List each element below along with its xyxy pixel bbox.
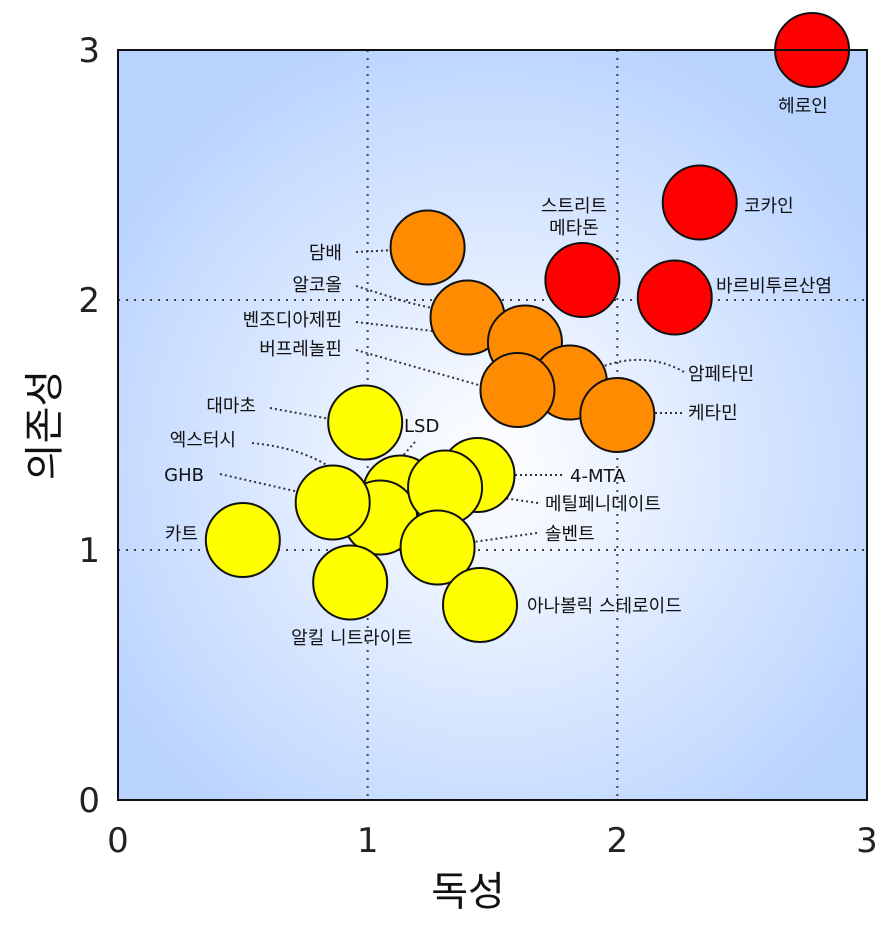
point-label: 암페타민 [688, 364, 754, 385]
plot-frame [117, 49, 868, 801]
leader-line [355, 321, 511, 341]
x-tick-label: 3 [856, 821, 878, 861]
x-tick-label: 0 [107, 821, 129, 861]
leader-line [392, 441, 416, 468]
point-label: 스트리트 메타돈 [541, 196, 607, 239]
point-label: GHB [164, 465, 204, 486]
bubble-point [479, 352, 556, 428]
plot-background [118, 50, 867, 800]
point-label: 담배 [309, 243, 342, 264]
bubble-point [442, 567, 519, 643]
x-tick-label: 1 [357, 821, 379, 861]
point-label: 카트 [165, 524, 198, 545]
y-tick-label: 3 [78, 31, 100, 71]
bubble-point [579, 377, 656, 453]
point-label: 벤조디아제핀 [243, 310, 342, 331]
leader-line [355, 285, 459, 315]
leader-line [437, 532, 538, 548]
grid [118, 50, 867, 800]
bubbles [204, 12, 851, 643]
bubble-point [312, 544, 389, 621]
point-label: LSD [404, 416, 439, 437]
y-tick-label: 0 [78, 781, 100, 821]
y-axis-title: 의존성 [22, 370, 68, 480]
bubble-point [636, 259, 713, 336]
point-label: 솔벤트 [545, 524, 595, 545]
point-label: 바르비투르산염 [716, 276, 832, 297]
point-label: 버프레놀핀 [259, 339, 342, 360]
bubble-point [544, 242, 621, 318]
bubble-point [294, 464, 371, 541]
point-label: 대마초 [206, 396, 256, 417]
point-label: 코카인 [744, 196, 794, 217]
y-tick-label: 2 [78, 281, 100, 321]
bubble-point [327, 384, 404, 461]
tick-labels: 0 1 2 3 0 1 2 3 [78, 31, 877, 861]
point-label: 4-MTA [570, 466, 626, 487]
bubble-point [399, 509, 476, 586]
point-label: 메틸페니데이트 [545, 494, 661, 515]
bubble-point [204, 502, 281, 578]
x-tick-label: 2 [607, 821, 629, 861]
leader-line [269, 407, 353, 424]
point-label: 엑스터시 [170, 430, 236, 451]
bubble-point [389, 209, 466, 286]
y-tick-label: 1 [78, 531, 100, 571]
point-label: 알킬 니트라이트 [291, 628, 413, 649]
bubble-point [661, 164, 738, 241]
point-label: 헤로인 [778, 96, 828, 117]
x-axis-title: 독성 [431, 869, 505, 915]
point-label: 케타민 [688, 403, 738, 424]
point-label: 아나볼릭 스테로이드 [527, 596, 682, 617]
point-label: 알코올 [292, 275, 342, 296]
leader-line [355, 349, 504, 393]
